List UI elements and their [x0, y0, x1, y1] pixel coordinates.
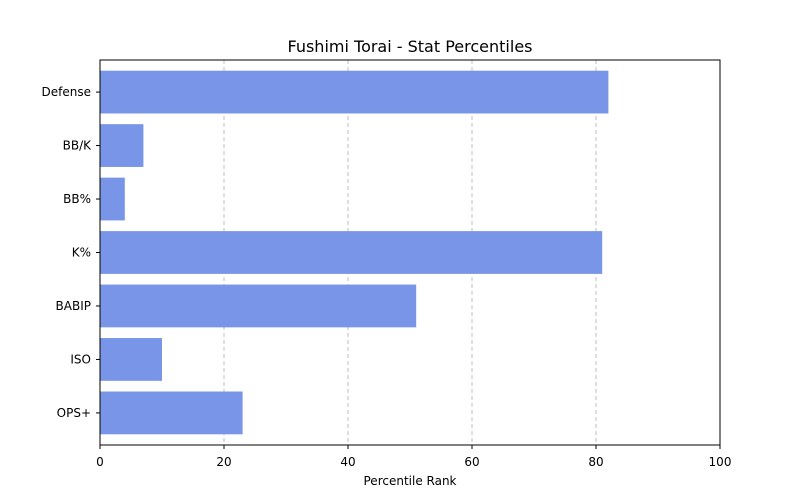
y-tick-label: ISO: [70, 352, 91, 366]
bar-iso: [100, 338, 162, 381]
x-axis-ticks: 0 20 40 60 80 100: [96, 445, 731, 469]
x-tick-label-100: 100: [709, 455, 732, 469]
bar-defense: [100, 70, 609, 114]
bar-bb-k: [100, 124, 144, 167]
y-tick-label: OPS+: [57, 406, 91, 420]
x-tick-label-80: 80: [588, 455, 603, 469]
y-tick-label: K%: [72, 246, 91, 260]
x-axis-label: Percentile Rank: [364, 474, 457, 488]
bar-babip: [100, 284, 417, 328]
y-axis-ticks: OPS+ ISO BABIP K% BB% BB/K Defense: [42, 85, 100, 420]
x-tick-label-20: 20: [216, 455, 231, 469]
bar-bb-: [100, 177, 125, 221]
y-tick-label: BB%: [63, 192, 91, 206]
bar-k-: [100, 231, 603, 274]
x-tick-label-40: 40: [340, 455, 355, 469]
y-tick-label: BB/K: [63, 139, 93, 153]
x-tick-label-0: 0: [96, 455, 104, 469]
y-tick-label: BABIP: [56, 299, 91, 313]
chart-title: Fushimi Torai - Stat Percentiles: [288, 37, 533, 56]
y-tick-label: Defense: [42, 85, 91, 99]
x-tick-label-60: 60: [464, 455, 479, 469]
bar-ops-: [100, 391, 243, 435]
bars: [100, 70, 609, 435]
